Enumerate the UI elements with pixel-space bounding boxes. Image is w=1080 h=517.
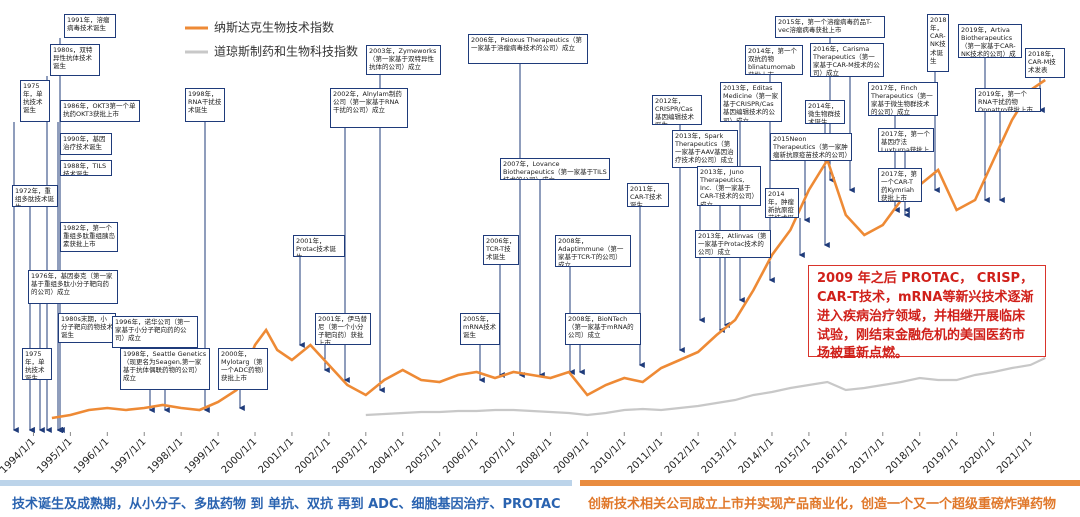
annotation: 1980s末期，小分子靶向药物技术诞生 xyxy=(58,313,116,343)
series-line xyxy=(365,357,1046,417)
band-left-text: 技术诞生及成熟期，从小分子、多肽药物 到 单抗、双抗 再到 ADC、细胞基因治疗… xyxy=(12,497,561,512)
annotation: 2012年，CRISPR/Cas基因编辑技术诞生 xyxy=(652,95,702,125)
annotation: 2013年，Juno Therapeutics, Inc.（第一家基于CAR-T… xyxy=(697,166,761,206)
x-tick-label: 2017/1/1 xyxy=(847,436,887,476)
annotation: 2002年，Alnylam制药公司（第一家基于RNA干扰的公司）成立 xyxy=(330,88,408,128)
annotation: 2007年，Lovance Biotherapeutics（第一家基于TILS技… xyxy=(500,158,610,180)
band-right-text: 创新技术相关公司成立上市并实现产品商业化，创造一个又一个超级重磅炸弹药物 xyxy=(588,497,1057,512)
x-tick-label: 2004/1/1 xyxy=(367,436,407,476)
x-tick-label: 2009/1/1 xyxy=(552,436,592,476)
band-left-bar xyxy=(0,480,572,486)
annotation: 2011年，CAR-T技术诞生 xyxy=(627,183,669,207)
x-tick-label: 1998/1/1 xyxy=(146,436,186,476)
annotation: 2001年，伊马替尼（第一个小分子靶向药）获批上市 xyxy=(315,313,371,345)
annotation: 1975年，单抗技术诞生 xyxy=(20,80,50,122)
x-tick-label: 2019/1/1 xyxy=(921,436,961,476)
annotation: 1990年，基因治疗技术诞生 xyxy=(60,133,112,155)
x-tick-label: 2020/1/1 xyxy=(958,436,998,476)
annotation: 2005年，mRNA技术诞生 xyxy=(460,313,500,345)
x-tick-label: 2002/1/1 xyxy=(294,436,334,476)
annotation: 1982年，第一个重组多肽重组胰岛素获批上市 xyxy=(60,222,118,252)
x-tick-label: 2012/1/1 xyxy=(663,436,703,476)
annotation: 1998年，Seattle Genetics（现更名为Seagen,第一家基于抗… xyxy=(120,348,210,390)
annotation: 2017年，Finch Therapeutics（第一家基于微生物群技术的公司）… xyxy=(868,82,938,116)
annotation: 2017年，第一个CAR-T药Kymriah获批上市 xyxy=(878,168,922,202)
x-tick-label: 2011/1/1 xyxy=(626,436,666,476)
annotation: 1972年，重组多肽技术诞生 xyxy=(12,185,58,207)
annotation: 2006年，Psioxus Therapeutics（第一家基于溶瘤病毒技术的公… xyxy=(468,34,588,64)
annotation: 2018年，CAR-M技术发表 xyxy=(1025,48,1065,78)
x-tick-label: 1999/1/1 xyxy=(183,436,223,476)
callout: 2009 年之后 PROTAC， CRISP，CAR-T技术，mRNA等新兴技术… xyxy=(808,265,1046,361)
x-tick-label: 2005/1/1 xyxy=(404,436,444,476)
annotation: 1998年，RNA干扰技术诞生 xyxy=(185,88,225,122)
x-tick-label: 2010/1/1 xyxy=(589,436,629,476)
annotation: 2001年，Protac技术诞生 xyxy=(293,235,345,257)
series-line xyxy=(51,78,1046,420)
annotation: 1996年，诺华公司（第一家基于小分子靶向药的公司）成立 xyxy=(112,316,198,348)
x-tick-label: 1996/1/1 xyxy=(72,436,112,476)
x-tick-label: 2015/1/1 xyxy=(774,436,814,476)
annotation: 2016年，Carisma Therapeutics（第一家基于CAR-M技术的… xyxy=(810,43,884,77)
x-tick-label: 2006/1/1 xyxy=(441,436,481,476)
annotation: 2013年，Editas Medicine（第一家基于CRISPR/Cas基因编… xyxy=(720,82,782,122)
annotation: 2015Neon Therapeutics（第一家肿瘤新抗原疫苗技术的公司）成立 xyxy=(770,133,852,161)
annotation: 2006年，TCR-T技术诞生 xyxy=(483,235,519,265)
x-tick-label: 2003/1/1 xyxy=(330,436,370,476)
annotation: 2019年，Artiva Biotherapeutics（第一家基于CAR-NK… xyxy=(958,24,1022,58)
annotation: 1991年，溶瘤病毒技术诞生 xyxy=(64,14,116,38)
annotation: 2003年，Zymeworks（第一家基于双特异性抗体的公司）成立 xyxy=(366,45,441,75)
annotation: 2017年，第一个基因疗法Luxturna获批上市 xyxy=(878,128,934,152)
x-tick-label: 1995/1/1 xyxy=(35,436,75,476)
annotation: 2008年，BioNTech（第一家基于mRNA的公司）成立 xyxy=(565,313,641,345)
annotation: 2014年，肿瘤新抗原疫苗技术诞生 xyxy=(765,188,799,218)
x-tick-label: 2001/1/1 xyxy=(257,436,297,476)
annotation: 2013年，Spark Therapeutics（第一家基于AAV基因治疗技术的… xyxy=(672,130,738,168)
x-tick-label: 2013/1/1 xyxy=(700,436,740,476)
annotation: 2000年，Mylotarg（第一个ADC药物）获批上市 xyxy=(218,348,268,390)
x-tick-label: 2018/1/1 xyxy=(884,436,924,476)
annotation: 2008年，Adaptimmune（第一家基于TCR-T的公司）成立 xyxy=(555,235,631,267)
annotation: 2013年，Atlinvas（第一家基于Protac技术的公司）成立 xyxy=(695,230,771,258)
x-tick-label: 1994/1/1 xyxy=(0,436,38,476)
annotation: 1976年，基因泰克（第一家基于重组多肽小分子靶向药的公司）成立 xyxy=(28,270,118,304)
annotation: 2015年，第一个溶瘤病毒药品T-vec溶瘤病毒获批上市 xyxy=(775,16,885,38)
x-tick-label: 1997/1/1 xyxy=(109,436,149,476)
annotation: 1980s，双特异性抗体技术诞生 xyxy=(50,44,100,76)
annotation: 1988年，TILS技术诞生 xyxy=(60,160,112,176)
annotation: 2019年，第一个RNA干扰药物Onpattro获批上市 xyxy=(975,88,1041,112)
annotation: 2014年，微生物群技术诞生 xyxy=(805,100,845,124)
annotation: 1986年，OKT3第一个单抗药OKT3获批上市 xyxy=(60,100,140,122)
x-tick-label: 2008/1/1 xyxy=(515,436,555,476)
annotation: 1975年，单抗技术诞生 xyxy=(22,348,52,380)
annotation: 2018年，CAR-NK技术诞生 xyxy=(927,14,949,72)
legend-label: 纳斯达克生物技术指数 xyxy=(214,20,334,35)
annotation: 2014年，第一个双抗药物blinatumomab获批上市 xyxy=(745,45,803,75)
x-tick-label: 2014/1/1 xyxy=(737,436,777,476)
x-tick-label: 2007/1/1 xyxy=(478,436,518,476)
legend-label: 道琼斯制药和生物科技指数 xyxy=(214,44,358,59)
x-tick-label: 2021/1/1 xyxy=(995,436,1035,476)
x-tick-label: 2000/1/1 xyxy=(220,436,260,476)
x-tick-label: 2016/1/1 xyxy=(811,436,851,476)
band-right-bar xyxy=(580,480,1080,486)
